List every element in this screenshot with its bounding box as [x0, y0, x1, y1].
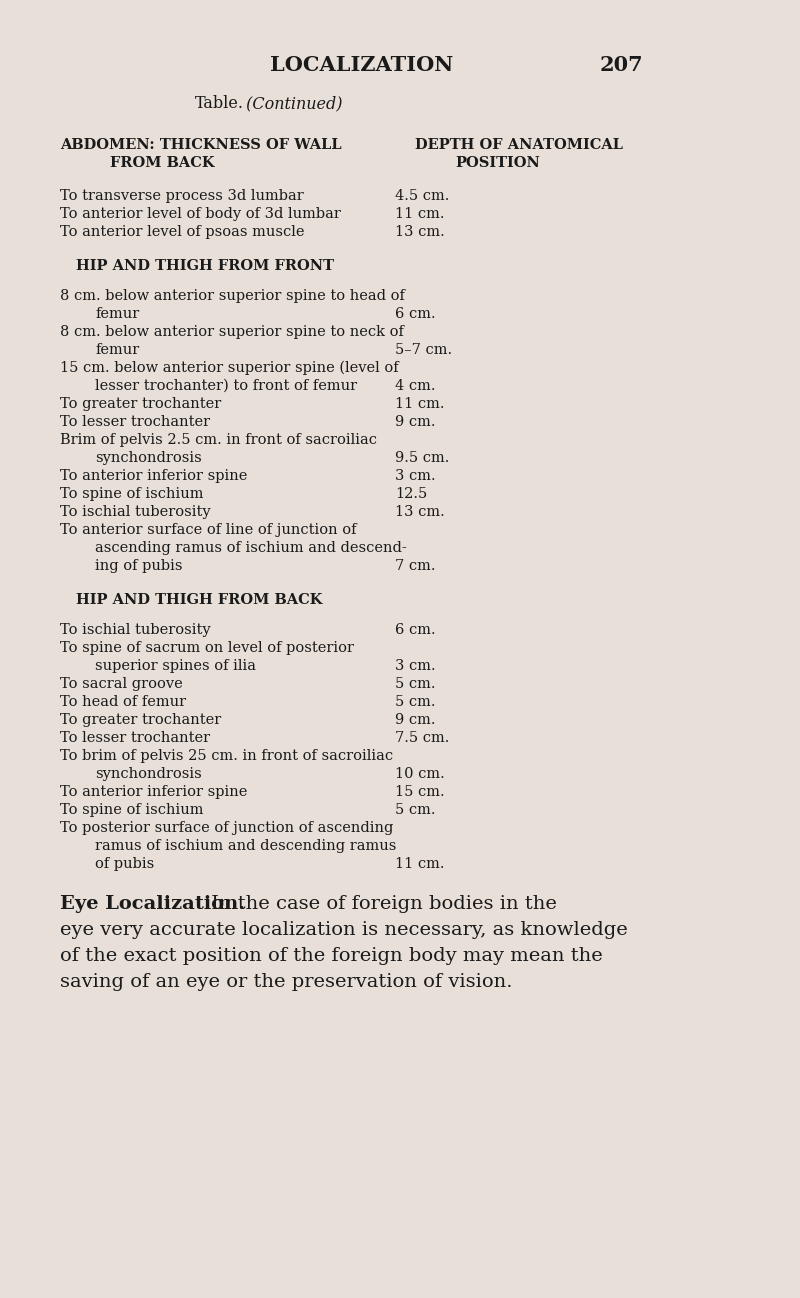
Text: LOCALIZATION: LOCALIZATION [270, 55, 454, 75]
Text: To spine of ischium: To spine of ischium [60, 487, 203, 501]
Text: To lesser trochanter: To lesser trochanter [60, 731, 210, 745]
Text: 6 cm.: 6 cm. [395, 623, 436, 637]
Text: 9.5 cm.: 9.5 cm. [395, 450, 450, 465]
Text: To anterior inferior spine: To anterior inferior spine [60, 785, 247, 800]
Text: 8 cm. below anterior superior spine to head of: 8 cm. below anterior superior spine to h… [60, 289, 405, 302]
Text: 6 cm.: 6 cm. [395, 308, 436, 321]
Text: femur: femur [95, 308, 139, 321]
Text: ascending ramus of ischium and descend-: ascending ramus of ischium and descend- [95, 541, 406, 556]
Text: To anterior level of body of 3d lumbar: To anterior level of body of 3d lumbar [60, 206, 341, 221]
Text: To ischial tuberosity: To ischial tuberosity [60, 623, 210, 637]
Text: To transverse process 3d lumbar: To transverse process 3d lumbar [60, 190, 304, 202]
Text: Brim of pelvis 2.5 cm. in front of sacroiliac: Brim of pelvis 2.5 cm. in front of sacro… [60, 434, 377, 447]
Text: Eye Localization.: Eye Localization. [60, 896, 245, 912]
Text: 11 cm.: 11 cm. [395, 857, 445, 871]
Text: To anterior level of psoas muscle: To anterior level of psoas muscle [60, 225, 305, 239]
Text: 3 cm.: 3 cm. [395, 469, 436, 483]
Text: To ischial tuberosity: To ischial tuberosity [60, 505, 210, 519]
Text: 8 cm. below anterior superior spine to neck of: 8 cm. below anterior superior spine to n… [60, 324, 404, 339]
Text: FROM BACK: FROM BACK [110, 156, 214, 170]
Text: To greater trochanter: To greater trochanter [60, 397, 222, 411]
Text: 13 cm.: 13 cm. [395, 225, 445, 239]
Text: To spine of sacrum on level of posterior: To spine of sacrum on level of posterior [60, 641, 354, 655]
Text: HIP AND THIGH FROM FRONT: HIP AND THIGH FROM FRONT [76, 260, 334, 273]
Text: 7 cm.: 7 cm. [395, 559, 435, 572]
Text: ABDOMEN: THICKNESS OF WALL: ABDOMEN: THICKNESS OF WALL [60, 138, 342, 152]
Text: 3 cm.: 3 cm. [395, 659, 436, 672]
Text: 15 cm. below anterior superior spine (level of: 15 cm. below anterior superior spine (le… [60, 361, 398, 375]
Text: To posterior surface of junction of ascending: To posterior surface of junction of asce… [60, 822, 394, 835]
Text: To brim of pelvis 25 cm. in front of sacroiliac: To brim of pelvis 25 cm. in front of sac… [60, 749, 393, 763]
Text: 12.5: 12.5 [395, 487, 427, 501]
Text: 13 cm.: 13 cm. [395, 505, 445, 519]
Text: 15 cm.: 15 cm. [395, 785, 445, 800]
Text: To greater trochanter: To greater trochanter [60, 713, 222, 727]
Text: To sacral groove: To sacral groove [60, 678, 182, 691]
Text: 11 cm.: 11 cm. [395, 206, 445, 221]
Text: synchondrosis: synchondrosis [95, 450, 202, 465]
Text: 11 cm.: 11 cm. [395, 397, 445, 411]
Text: femur: femur [95, 343, 139, 357]
Text: lesser trochanter) to front of femur: lesser trochanter) to front of femur [95, 379, 357, 393]
Text: 9 cm.: 9 cm. [395, 713, 435, 727]
Text: To anterior inferior spine: To anterior inferior spine [60, 469, 247, 483]
Text: 9 cm.: 9 cm. [395, 415, 435, 430]
Text: 7.5 cm.: 7.5 cm. [395, 731, 450, 745]
Text: HIP AND THIGH FROM BACK: HIP AND THIGH FROM BACK [76, 593, 322, 607]
Text: To anterior surface of line of junction of: To anterior surface of line of junction … [60, 523, 357, 537]
Text: (Continued): (Continued) [241, 95, 342, 112]
Text: DEPTH OF ANATOMICAL: DEPTH OF ANATOMICAL [415, 138, 623, 152]
Text: 5 cm.: 5 cm. [395, 694, 435, 709]
Text: POSITION: POSITION [455, 156, 540, 170]
Text: 207: 207 [600, 55, 644, 75]
Text: 4 cm.: 4 cm. [395, 379, 435, 393]
Text: 10 cm.: 10 cm. [395, 767, 445, 781]
Text: In the case of foreign bodies in the: In the case of foreign bodies in the [206, 896, 558, 912]
Text: eye very accurate localization is necessary, as knowledge: eye very accurate localization is necess… [60, 922, 628, 938]
Text: Table.: Table. [195, 95, 244, 112]
Text: 5 cm.: 5 cm. [395, 678, 435, 691]
Text: of pubis: of pubis [95, 857, 154, 871]
Text: 5–7 cm.: 5–7 cm. [395, 343, 452, 357]
Text: 4.5 cm.: 4.5 cm. [395, 190, 450, 202]
Text: To head of femur: To head of femur [60, 694, 186, 709]
Text: of the exact position of the foreign body may mean the: of the exact position of the foreign bod… [60, 948, 602, 964]
Text: To spine of ischium: To spine of ischium [60, 803, 203, 816]
Text: ramus of ischium and descending ramus: ramus of ischium and descending ramus [95, 839, 396, 853]
Text: superior spines of ilia: superior spines of ilia [95, 659, 256, 672]
Text: synchondrosis: synchondrosis [95, 767, 202, 781]
Text: ing of pubis: ing of pubis [95, 559, 182, 572]
Text: 5 cm.: 5 cm. [395, 803, 435, 816]
Text: To lesser trochanter: To lesser trochanter [60, 415, 210, 430]
Text: saving of an eye or the preservation of vision.: saving of an eye or the preservation of … [60, 974, 513, 990]
